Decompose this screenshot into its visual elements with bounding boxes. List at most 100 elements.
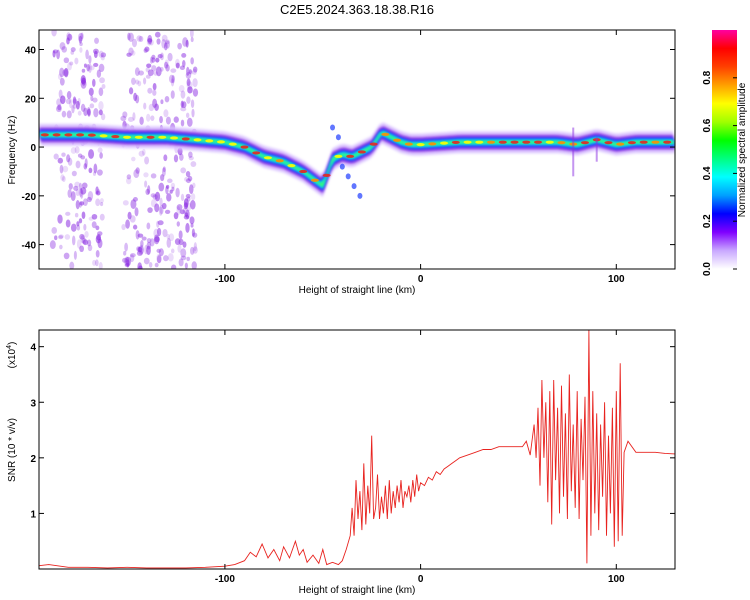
spectrogram-scatter-blob <box>175 58 180 68</box>
spectrogram-scatter-blob <box>186 66 190 76</box>
spectrogram-scatter-blob <box>175 62 180 69</box>
spectrogram-scatter-blob <box>177 42 182 50</box>
spectrogram-scatter-blob <box>91 221 97 229</box>
spectrogram-scatter-blob <box>88 63 92 73</box>
spectrogram-scatter-blob <box>59 67 65 78</box>
spectrogram-scatter-blob <box>88 55 92 64</box>
spectrogram-ridge-core <box>76 133 85 137</box>
spectrogram-scatter-blob <box>56 98 62 107</box>
spectrogram-scatter-blob <box>186 256 190 262</box>
spectrogram-scatter-blob <box>155 57 160 63</box>
spectrogram-scatter-blob <box>93 62 99 68</box>
spectrogram-scatter-blob <box>133 92 138 102</box>
spectrogram-scatter-blob <box>188 156 194 161</box>
spectrogram-ridge-core <box>64 133 73 137</box>
spectrogram-branch-blob <box>357 192 363 199</box>
spectrogram-scatter-blob <box>87 108 91 117</box>
spectrogram-scatter-blob <box>138 246 144 255</box>
snr-y-tick-label: 3 <box>30 398 36 409</box>
spectrogram-scatter-blob <box>182 37 188 47</box>
colorbar-ticks: 0.0 0.2 0.4 0.6 0.8 <box>702 70 737 276</box>
spectrogram-y-tick-label: -20 <box>22 192 37 203</box>
spectrogram-scatter-blob <box>192 182 196 189</box>
spectrogram-scatter-blob <box>148 262 153 268</box>
spectrogram-scatter-blob <box>185 112 190 119</box>
spectrogram-scatter-blob <box>57 73 63 80</box>
spectrogram-ridge-core <box>334 154 343 158</box>
spectrogram-scatter-blob <box>144 156 150 165</box>
spectrogram-ridge-core <box>52 133 61 137</box>
spectrogram-scatter-blob <box>170 182 176 189</box>
spectrogram-scatter-blob <box>165 116 171 125</box>
spectrogram-scatter-blob <box>163 42 168 51</box>
spectrogram-scatter-blob <box>125 177 132 185</box>
spectrogram-scatter-blob <box>156 220 160 228</box>
spectrogram-scatter-blob <box>183 198 189 205</box>
spectrogram-y-tick-label: 20 <box>25 94 37 105</box>
spectrogram-scatter-blob <box>129 254 135 262</box>
spectrogram-branch-blob <box>345 173 351 180</box>
spectrogram-scatter-blob <box>70 47 76 52</box>
spectrogram-scatter-blob <box>171 264 177 269</box>
spectrogram-ridge-core <box>416 143 425 147</box>
snr-y-multiplier-exp: 4 <box>6 345 13 349</box>
spectrogram-scatter-blob <box>71 235 76 246</box>
spectrogram-scatter-blob <box>147 69 154 76</box>
spectrogram-scatter-blob <box>185 171 191 178</box>
spectrogram-scatter-blob <box>67 157 73 166</box>
spectrogram-scatter-blob <box>152 82 157 91</box>
snr-y-multiplier: (x104) <box>6 342 18 369</box>
spectrogram-scatter-blob <box>92 259 97 266</box>
spectrogram-scatter-blob <box>136 35 142 42</box>
spectrogram-ridge-core <box>463 140 472 144</box>
spectrogram-scatter-blob <box>149 39 154 46</box>
spectrogram-scatter-blob <box>122 200 129 206</box>
spectrogram-scatter-blob <box>66 91 72 100</box>
spectrogram-scatter-blob <box>185 193 191 199</box>
spectrogram-scatter-blob <box>156 38 161 45</box>
spectrogram-scatter-blob <box>142 148 146 156</box>
spectrogram-scatter-blob <box>127 116 134 123</box>
spectrogram-scatter-blob <box>79 201 85 206</box>
spectrogram-ridge-core <box>393 138 402 142</box>
snr-y-tick-label: 4 <box>30 343 36 354</box>
spectrogram-scatter-blob <box>136 246 141 252</box>
spectrogram-scatter-blob <box>121 223 126 231</box>
spectrogram-scatter-blob <box>143 77 147 85</box>
spectrogram-branch-blob <box>335 134 341 141</box>
spectrogram-scatter-blob <box>154 236 160 243</box>
spectrogram-scatter-blob <box>98 87 104 97</box>
spectrogram-scatter-blob <box>78 218 83 224</box>
spectrogram-scatter-blob <box>152 89 157 96</box>
spectrogram-branch-blob <box>339 163 345 170</box>
spectrogram-scatter-blob <box>75 189 80 196</box>
spectrogram-scatter-blob <box>98 262 103 269</box>
spectrogram-scatter-blob <box>70 50 75 55</box>
snr-plot-area <box>39 330 675 569</box>
spectrogram-scatter-blob <box>130 50 136 56</box>
spectrogram-scatter-blob <box>77 110 82 116</box>
spectrogram-ridge-core <box>299 169 308 174</box>
spectrogram-scatter-blob <box>65 98 72 105</box>
spectrogram-scatter-blob <box>96 169 103 176</box>
spectrogram-scatter-blob <box>83 107 88 117</box>
spectrogram-scatter-blob <box>185 222 190 233</box>
spectrogram-ridge-core <box>170 136 179 140</box>
spectrogram-scatter-blob <box>88 87 94 96</box>
spectrogram-scatter-blob <box>163 61 169 69</box>
spectrogram-scatter-blob <box>93 163 98 174</box>
spectrogram-scatter-blob <box>63 252 70 260</box>
spectrogram-scatter-blob <box>61 152 66 157</box>
spectrogram-ticks: -100 0 100 -40 -20 0 20 40 <box>22 30 675 285</box>
spectrogram-scatter-blob <box>70 147 77 154</box>
spectrogram-y-tick-label: -40 <box>22 241 37 252</box>
spectrogram-scatter-blob <box>154 203 160 213</box>
spectrogram-scatter-blob <box>146 113 151 122</box>
spectrogram-scatter-blob <box>145 188 150 196</box>
spectrogram-scatter-blob <box>190 161 197 167</box>
spectrogram-scatter-blob <box>63 57 70 64</box>
spectrogram-scatter-blob <box>167 178 173 183</box>
spectrogram-scatter-blob <box>192 66 198 73</box>
spectrogram-scatter-blob <box>149 56 154 64</box>
spectrogram-scatter-blob <box>131 77 136 85</box>
